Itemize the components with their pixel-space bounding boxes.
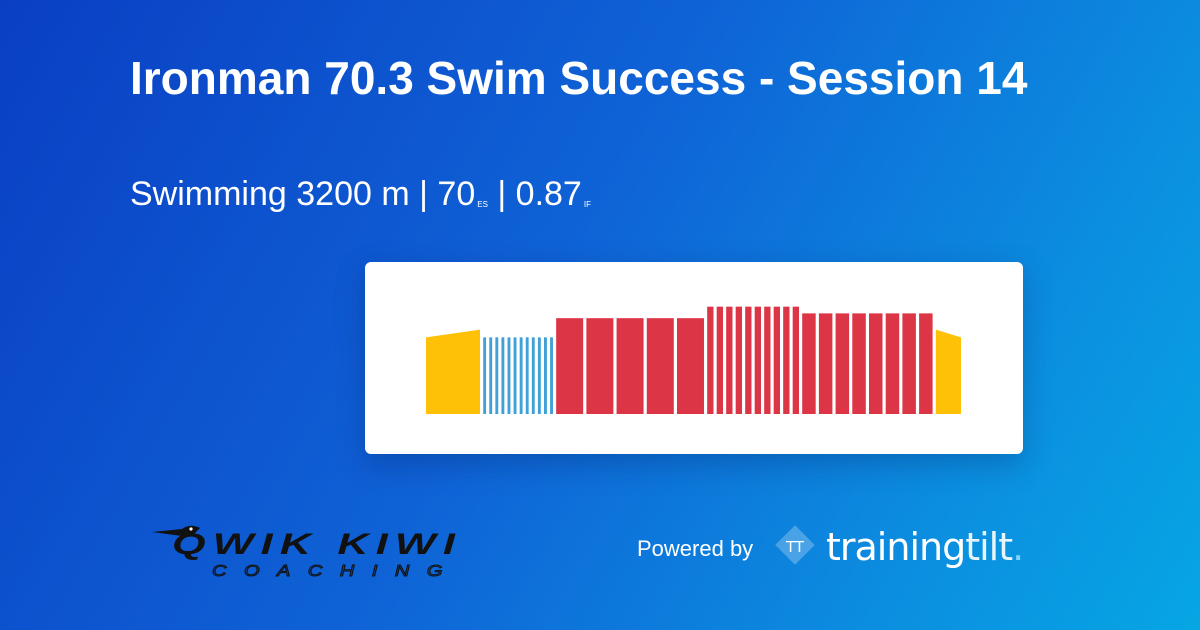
if-value: 0.87 bbox=[515, 175, 582, 213]
interval-bar-main bbox=[735, 306, 742, 414]
interval-bar-main bbox=[726, 306, 733, 414]
svg-text:trainingtilt.: trainingtilt. bbox=[826, 525, 1023, 569]
interval-bar-drill bbox=[507, 337, 511, 414]
coach-logo-line2: COACHING bbox=[212, 563, 460, 580]
workout-profile-chart bbox=[426, 306, 961, 414]
interval-bar-main bbox=[919, 313, 933, 414]
interval-bar-drill bbox=[513, 337, 517, 414]
distance-value: 3200 m bbox=[296, 175, 410, 213]
interval-bar-drill bbox=[489, 337, 493, 414]
interval-bar-main bbox=[646, 318, 674, 414]
interval-bar-drill bbox=[483, 337, 487, 414]
interval-bar-warmup bbox=[935, 329, 961, 414]
interval-bar-main bbox=[745, 306, 752, 414]
powered-by-label: Powered by bbox=[637, 536, 754, 561]
interval-bar-main bbox=[716, 306, 723, 414]
interval-bar-main bbox=[835, 313, 850, 414]
separator: | bbox=[419, 175, 428, 213]
interval-bar-main bbox=[764, 306, 771, 414]
interval-bar-drill bbox=[495, 337, 499, 414]
interval-bar-main bbox=[556, 318, 584, 414]
brand-dot: . bbox=[1012, 525, 1023, 569]
brand-mark: TT bbox=[785, 538, 805, 556]
workout-summary: Swimming 3200 m | 70 ES | 0.87 IF bbox=[130, 172, 591, 225]
es-label: ES bbox=[477, 200, 488, 209]
interval-bar-main bbox=[802, 313, 816, 414]
interval-bar-main bbox=[754, 306, 761, 414]
workout-title: Ironman 70.3 Swim Success - Session 14 bbox=[130, 52, 1028, 104]
interval-bar-drill bbox=[519, 337, 523, 414]
trainingtilt-diamond-icon: TT bbox=[775, 525, 815, 565]
sport-label: Swimming bbox=[130, 175, 287, 213]
interval-bar-drill bbox=[525, 337, 529, 414]
interval-bar-main bbox=[616, 318, 644, 414]
brand-name-tilt: tilt bbox=[965, 525, 1012, 569]
brand-name-training: training bbox=[826, 525, 965, 569]
es-value: 70 bbox=[437, 175, 476, 213]
interval-bar-main bbox=[852, 313, 866, 414]
interval-bar-main bbox=[586, 318, 614, 414]
separator: | bbox=[497, 175, 507, 213]
coach-logo-line1: QWIK KIWI bbox=[172, 528, 462, 561]
workout-profile-card bbox=[365, 262, 1023, 454]
trainingtilt-logo[interactable]: TT trainingtilt. bbox=[770, 522, 1070, 578]
interval-bar-main bbox=[792, 306, 799, 414]
qwik-kiwi-coaching-logo: QWIK KIWI COACHING bbox=[152, 525, 462, 581]
interval-bar-drill bbox=[544, 337, 547, 414]
interval-bar-drill bbox=[501, 337, 505, 414]
interval-bar-main bbox=[902, 313, 916, 414]
interval-bar-main bbox=[707, 306, 714, 414]
kiwi-bird-icon bbox=[152, 525, 200, 537]
interval-bar-drill bbox=[550, 337, 553, 414]
interval-bar-drill bbox=[537, 337, 541, 414]
interval-bar-main bbox=[773, 306, 780, 414]
interval-bar-main bbox=[676, 318, 704, 414]
interval-bar-main bbox=[868, 313, 883, 414]
if-label: IF bbox=[583, 200, 591, 209]
interval-bar-drill bbox=[531, 337, 535, 414]
interval-bar-main bbox=[783, 306, 790, 414]
interval-bar-main bbox=[885, 313, 900, 414]
interval-bar-main bbox=[818, 313, 833, 414]
interval-bar-warmup bbox=[426, 329, 481, 414]
